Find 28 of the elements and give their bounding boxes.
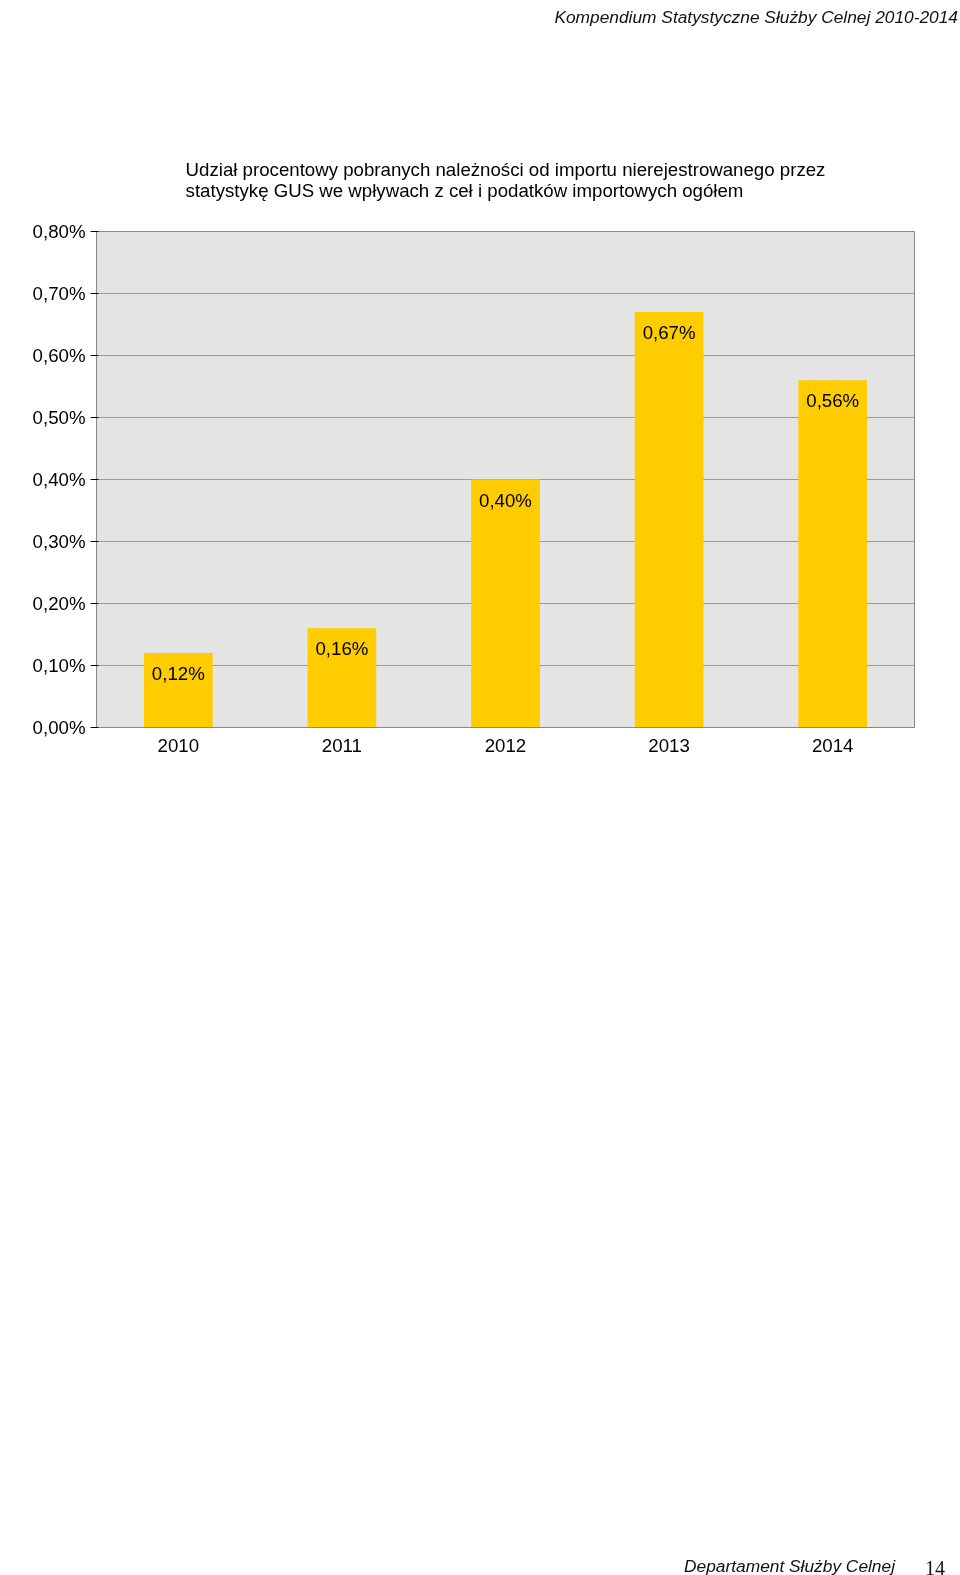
x-tick-label: 2011 xyxy=(321,734,362,756)
x-tick-label: 2014 xyxy=(811,734,854,756)
data-label: 0,16% xyxy=(315,638,369,660)
bar xyxy=(143,653,213,728)
x-tick-label: 2010 xyxy=(157,734,200,756)
y-tick-label: 0,10% xyxy=(32,655,86,676)
data-label: 0,67% xyxy=(642,322,696,344)
x-tick-label: 2012 xyxy=(484,734,527,756)
text: Departament Służby Celnej xyxy=(684,1555,895,1575)
text: 14 xyxy=(925,1556,945,1575)
x-tick-label: 2013 xyxy=(648,734,690,756)
data-label: 0,12% xyxy=(151,663,205,685)
y-tick-label: 0,80% xyxy=(32,221,86,242)
data-label: 0,56% xyxy=(806,390,860,412)
text: Kompendium Statystyczne Służby Celnej 2010-2014 xyxy=(554,6,958,29)
y-tick-label: 0,50% xyxy=(32,407,86,428)
bar xyxy=(798,380,868,728)
y-tick-label: 0,40% xyxy=(32,469,86,490)
y-tick-label: 0,00% xyxy=(32,717,86,738)
y-tick-label: 0,60% xyxy=(32,345,86,366)
chart-title: Udział procentowy pobranych należności od importu nierejestrowanego przez statystykę GUS we wpływach z ceł i podatków importowych ogółem xyxy=(185,158,826,201)
y-tick-label: 0,30% xyxy=(32,531,86,552)
data-label: 0,40% xyxy=(479,489,532,511)
y-tick-label: 0,70% xyxy=(32,283,86,304)
bar xyxy=(471,479,540,728)
bar xyxy=(307,628,377,728)
bar xyxy=(634,312,704,728)
y-tick-label: 0,20% xyxy=(32,593,86,614)
